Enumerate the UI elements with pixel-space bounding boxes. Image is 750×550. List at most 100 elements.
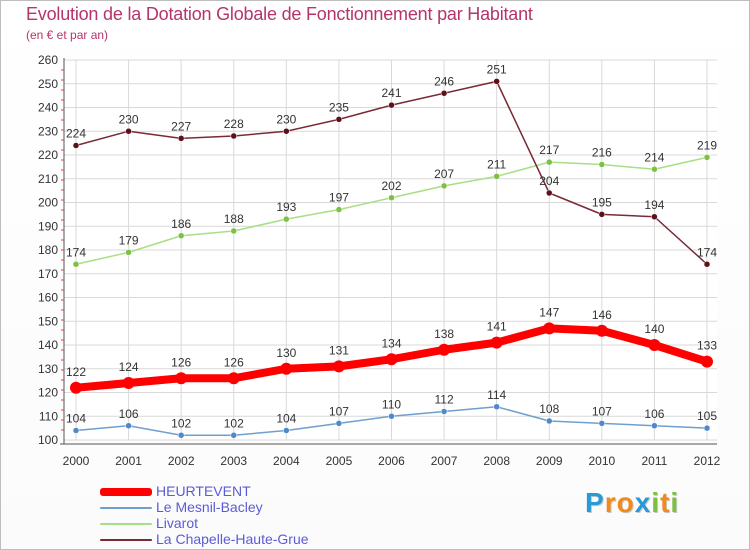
data-point <box>385 353 398 366</box>
data-label: 108 <box>539 402 559 416</box>
y-tick-label: 130 <box>38 362 58 376</box>
data-point <box>388 194 395 201</box>
data-point <box>177 232 185 239</box>
data-point <box>227 372 240 385</box>
data-label: 106 <box>119 407 139 421</box>
x-tick-label: 2004 <box>273 454 300 468</box>
y-tick-label: 100 <box>38 433 58 447</box>
data-point <box>283 427 290 434</box>
data-point <box>703 424 711 432</box>
legend-swatch <box>100 507 152 509</box>
data-point <box>703 261 711 268</box>
data-label: 174 <box>697 245 717 259</box>
data-point <box>703 154 711 161</box>
data-label: 138 <box>434 327 454 341</box>
data-point <box>125 422 132 429</box>
x-tick-label: 2007 <box>431 454 458 468</box>
x-tick-label: 2008 <box>483 454 510 468</box>
y-tick-label: 190 <box>38 219 58 233</box>
data-label: 188 <box>224 212 244 226</box>
data-point <box>651 422 658 429</box>
data-label: 193 <box>276 200 296 214</box>
data-label: 228 <box>224 117 244 131</box>
data-label: 102 <box>224 416 244 430</box>
data-label: 217 <box>539 143 559 157</box>
y-tick-label: 230 <box>38 124 58 138</box>
data-point <box>175 372 188 385</box>
chart-title: Evolution de la Dotation Globale de Fonc… <box>26 4 533 24</box>
data-label: 104 <box>276 412 296 426</box>
logo-letter: x <box>634 487 652 518</box>
logo-letter: P <box>585 487 605 518</box>
data-point <box>280 362 293 375</box>
data-label: 124 <box>119 360 139 374</box>
data-label: 112 <box>435 393 454 407</box>
data-label: 106 <box>644 407 664 421</box>
x-tick-label: 2011 <box>642 454 668 468</box>
data-point <box>543 322 556 335</box>
data-point <box>598 211 606 218</box>
data-label: 126 <box>171 355 191 369</box>
logo-letter: i <box>670 487 680 518</box>
x-tick-label: 2010 <box>588 454 615 468</box>
data-point <box>440 408 448 415</box>
data-label: 147 <box>539 305 559 319</box>
data-label: 104 <box>66 412 86 426</box>
data-label: 141 <box>487 320 507 334</box>
x-tick-label: 2012 <box>694 454 721 468</box>
data-point <box>72 142 80 149</box>
logo-letter: i <box>651 487 661 518</box>
data-point <box>177 432 185 439</box>
data-label: 131 <box>329 343 349 357</box>
data-point <box>283 215 290 223</box>
y-tick-label: 140 <box>38 338 58 352</box>
data-point <box>332 360 345 373</box>
data-point <box>595 324 608 337</box>
data-label: 230 <box>119 112 139 126</box>
x-tick-label: 2005 <box>326 454 353 468</box>
data-label: 195 <box>592 195 612 209</box>
data-point <box>122 377 135 389</box>
data-label: 107 <box>329 404 349 418</box>
data-label: 202 <box>381 179 401 193</box>
data-point <box>283 128 290 135</box>
chart-subtitle: (en € et par an) <box>26 28 109 42</box>
y-tick-label: 180 <box>38 243 58 257</box>
data-point <box>70 381 82 394</box>
data-point <box>701 355 713 368</box>
data-point <box>546 189 553 197</box>
proxiti-logo: Proxiti <box>585 487 679 519</box>
x-tick-label: 2002 <box>168 454 195 468</box>
legend-label: Livarot <box>156 515 199 531</box>
data-label: 219 <box>697 138 717 152</box>
data-label: 207 <box>434 167 454 181</box>
data-point <box>230 227 237 235</box>
data-point <box>72 261 80 268</box>
y-tick-label: 110 <box>39 409 58 423</box>
data-label: 186 <box>171 217 191 231</box>
legend-item: Livarot <box>100 515 400 532</box>
legend-item: HEURTEVENT <box>100 483 400 500</box>
legend-swatch <box>100 488 152 496</box>
x-tick-label: 2000 <box>63 454 90 468</box>
x-tick-label: 2009 <box>536 454 563 468</box>
data-point <box>72 427 80 434</box>
x-tick-label: 2001 <box>115 454 142 468</box>
data-label: 211 <box>487 157 506 171</box>
y-tick-label: 260 <box>38 53 58 67</box>
data-label: 227 <box>171 119 191 133</box>
data-point <box>440 182 448 190</box>
data-point <box>651 213 658 220</box>
y-tick-label: 200 <box>38 196 58 210</box>
legend-item: Le Mesnil-Bacley <box>100 499 400 516</box>
data-label: 174 <box>66 245 86 259</box>
chart-legend: HEURTEVENT Le Mesnil-Bacley Livarot La Chap… <box>100 483 400 548</box>
y-tick-label: 240 <box>38 101 58 115</box>
data-label: 122 <box>66 365 86 379</box>
data-label: 130 <box>276 346 296 360</box>
data-label: 134 <box>381 336 401 350</box>
data-label: 140 <box>644 322 664 336</box>
data-label: 146 <box>592 308 612 322</box>
data-point <box>335 420 343 427</box>
